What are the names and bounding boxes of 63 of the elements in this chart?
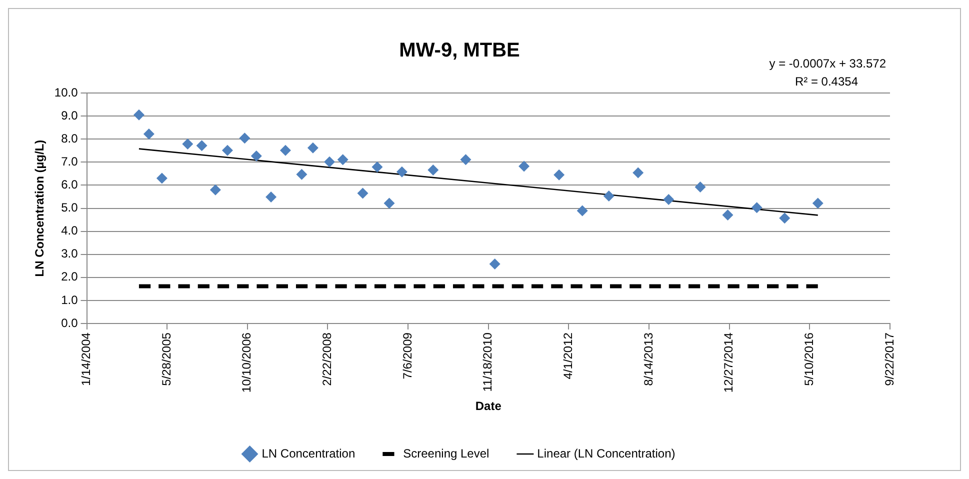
y-tick-label: 3.0 — [61, 246, 78, 261]
x-tick-label: 9/22/2017 — [882, 332, 896, 386]
y-tick-label: 2.0 — [61, 270, 78, 284]
y-tick-label: 6.0 — [61, 178, 78, 192]
point — [196, 140, 208, 152]
point — [384, 198, 395, 209]
point — [239, 132, 250, 144]
x-axis-title: Date — [475, 399, 502, 414]
legend-label: LN Concentration — [262, 446, 356, 460]
point — [489, 258, 500, 270]
y-tick-label: 0.0 — [61, 316, 78, 330]
point — [632, 167, 644, 178]
y-tick-label: 7.0 — [61, 154, 78, 168]
y-axis-title: LN Concentration (µg/L) — [32, 140, 47, 277]
point — [428, 164, 439, 176]
y-tick-label: 4.0 — [61, 224, 78, 238]
point — [182, 138, 194, 150]
point — [133, 109, 144, 120]
point — [396, 166, 408, 178]
point — [812, 198, 824, 209]
text: R² = 0.4354 — [794, 74, 858, 88]
point — [663, 194, 674, 206]
point — [576, 205, 588, 216]
point — [280, 144, 291, 156]
point — [266, 191, 277, 202]
x-tick-label: 10/10/2006 — [240, 332, 254, 393]
point — [372, 162, 383, 173]
point — [250, 150, 262, 162]
chart-title: MW-9, MTBE — [399, 40, 520, 62]
x-tick-label: 5/10/2016 — [802, 332, 816, 386]
point — [222, 144, 233, 156]
y-tick-label: 9.0 — [61, 108, 78, 122]
point — [554, 169, 565, 180]
point — [779, 212, 790, 224]
point — [143, 128, 154, 140]
point — [357, 188, 368, 199]
point — [603, 190, 614, 202]
point — [156, 172, 168, 184]
legend-label: Screening Level — [403, 446, 490, 460]
y-tick-label: 10.0 — [54, 85, 78, 100]
x-tick-label: 2/22/2008 — [320, 332, 334, 386]
point — [337, 154, 348, 166]
x-tick-label: 8/14/2013 — [641, 332, 656, 386]
x-tick-label: 12/27/2014 — [722, 332, 736, 393]
x-tick-label: 11/18/2010 — [480, 332, 495, 392]
point — [751, 202, 762, 214]
point — [694, 182, 706, 193]
y-tick-label: 8.0 — [61, 131, 78, 146]
y-tick-label: 5.0 — [61, 200, 78, 215]
point — [460, 154, 472, 166]
point — [518, 160, 530, 172]
legend-label: Linear (LN Concentration) — [537, 446, 676, 460]
x-tick-label: 4/1/2012 — [561, 332, 576, 380]
point — [307, 142, 318, 154]
x-tick-label: 1/14/2004 — [79, 332, 94, 386]
point — [324, 156, 335, 168]
x-tick-label: 7/6/2009 — [400, 332, 414, 380]
text: y = -0.0007x + 33.572 — [769, 56, 886, 70]
point — [722, 209, 734, 220]
y-tick-label: 1.0 — [61, 292, 78, 307]
point — [296, 168, 308, 180]
point — [210, 184, 221, 196]
x-tick-label: 5/28/2005 — [159, 332, 174, 386]
